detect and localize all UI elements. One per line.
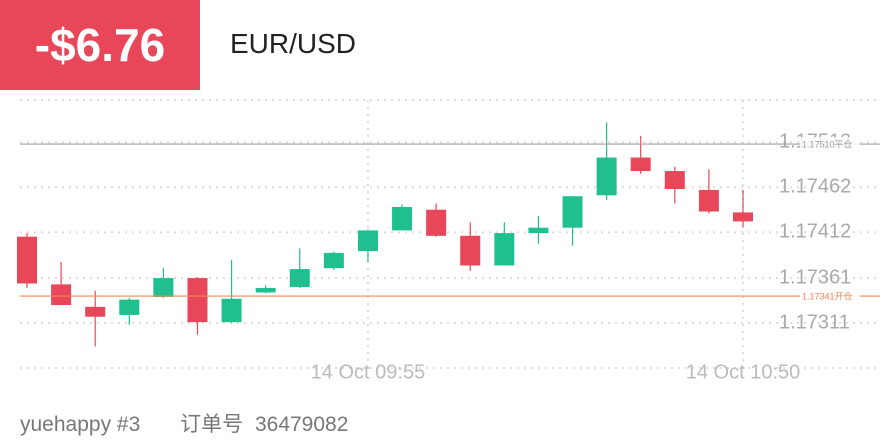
x-tick-label: 14 Oct 09:55 <box>311 361 426 383</box>
candle-body <box>255 287 276 293</box>
y-tick-label: 1.17462 <box>779 176 851 198</box>
candle-body <box>733 212 753 222</box>
candle-body <box>85 306 106 317</box>
y-tick-label: 1.17311 <box>779 311 850 333</box>
candle-body <box>426 209 447 236</box>
footer: yuehappy #3 订单号 36479082 <box>20 408 354 438</box>
candle-body <box>51 284 72 306</box>
candle-body <box>119 299 140 315</box>
candle-body <box>289 269 310 288</box>
reference-label: 1.17341开仓 <box>802 290 853 301</box>
candle-body <box>664 171 685 190</box>
order-number: 36479082 <box>254 413 349 436</box>
candle-body <box>323 252 344 269</box>
candle-body <box>528 227 549 234</box>
order-label: 订单号 <box>180 413 244 436</box>
reference-label-bg <box>800 137 860 152</box>
candle-body <box>153 278 174 297</box>
candle-body <box>221 298 242 323</box>
candle-body <box>494 233 515 266</box>
y-tick-label: 1.17361 <box>779 266 851 288</box>
candle-body <box>17 236 37 284</box>
candle-body <box>630 157 651 172</box>
candle-body <box>187 278 208 323</box>
symbol: EUR/USD <box>230 28 357 59</box>
x-tick-label: 14 Oct 10:50 <box>686 361 801 383</box>
candle-body <box>357 230 378 252</box>
candle-body <box>596 157 617 196</box>
pnl: -$6.76 <box>0 0 200 90</box>
candle-body <box>698 189 719 212</box>
account: yuehappy #3 <box>20 413 141 436</box>
candle-body <box>392 207 413 231</box>
reference-label: 1.17510平仓 <box>802 138 853 149</box>
reference-label-bg <box>800 289 860 304</box>
candle-body <box>460 235 481 266</box>
candle-body <box>562 196 583 228</box>
y-tick-label: 1.17412 <box>779 220 851 242</box>
